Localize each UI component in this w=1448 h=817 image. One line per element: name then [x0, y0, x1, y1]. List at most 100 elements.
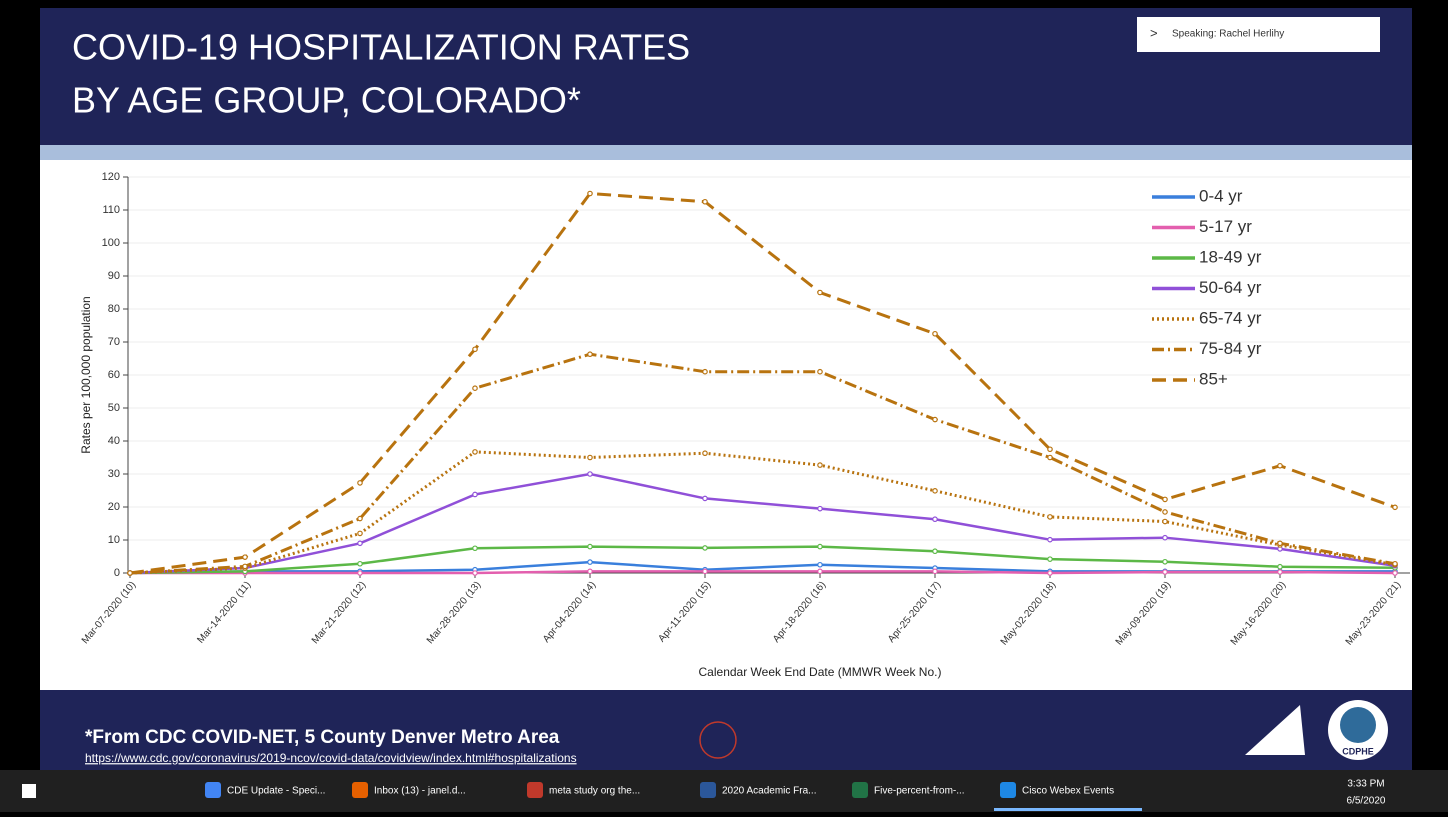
header-strip [40, 145, 1412, 160]
point [933, 569, 937, 573]
taskbar-item[interactable]: Inbox (13) - janel.d... [374, 786, 466, 797]
y-tick-label: 90 [108, 270, 120, 282]
taskbar-icon[interactable] [700, 782, 716, 798]
y-tick-label: 60 [108, 369, 120, 381]
point [588, 191, 592, 195]
legend-label: 50-64 yr [1199, 278, 1262, 297]
start-button[interactable] [22, 784, 36, 798]
legend-label: 5-17 yr [1199, 217, 1252, 236]
point [1278, 541, 1282, 545]
point [1163, 560, 1167, 564]
x-axis-label: Calendar Week End Date (MMWR Week No.) [699, 665, 942, 679]
legend-label: 75-84 yr [1199, 339, 1262, 358]
legend-label: 18-49 yr [1199, 247, 1262, 266]
point [243, 564, 247, 568]
active-indicator [994, 808, 1142, 811]
point [933, 332, 937, 336]
y-tick-label: 10 [108, 534, 120, 546]
y-tick-label: 50 [108, 402, 120, 414]
point [1163, 497, 1167, 501]
taskbar-item[interactable]: 2020 Academic Fra... [722, 786, 817, 797]
footnote: *From CDC COVID-NET, 5 County Denver Met… [85, 727, 560, 748]
legend-label: 65-74 yr [1199, 308, 1262, 327]
clock-time: 3:33 PM [1347, 779, 1384, 790]
y-tick-label: 0 [114, 567, 120, 579]
point [818, 544, 822, 548]
point [473, 492, 477, 496]
point [703, 451, 707, 455]
logo-text: CDPHE [1342, 746, 1374, 756]
legend-label: 0-4 yr [1199, 186, 1243, 205]
chevron: > [1150, 25, 1158, 40]
point [1393, 505, 1397, 509]
page: {"slide": {"title_lines": ["COVID-19 HOS… [0, 0, 1448, 812]
point [1278, 570, 1282, 574]
point [473, 347, 477, 351]
taskbar-item[interactable]: Cisco Webex Events [1022, 786, 1114, 797]
taskbar-icon[interactable] [852, 782, 868, 798]
y-axis-label: Rates per 100,000 population [79, 296, 93, 453]
point [1048, 557, 1052, 561]
point [1393, 562, 1397, 566]
point [703, 496, 707, 500]
taskbar-item[interactable]: CDE Update - Speci... [227, 786, 325, 797]
point [1048, 515, 1052, 519]
point [473, 571, 477, 575]
y-tick-label: 40 [108, 435, 120, 447]
point [933, 549, 937, 553]
taskbar-item[interactable]: meta study org the... [549, 786, 640, 797]
point [473, 386, 477, 390]
point [1163, 510, 1167, 514]
y-tick-label: 20 [108, 501, 120, 513]
point [1393, 571, 1397, 575]
point [818, 506, 822, 510]
point [358, 541, 362, 545]
point [588, 352, 592, 356]
taskbar-icon[interactable] [352, 782, 368, 798]
source-link[interactable]: https://www.cdc.gov/coronavirus/2019-nco… [85, 751, 577, 765]
taskbar-icon[interactable] [1000, 782, 1016, 798]
point [588, 455, 592, 459]
point [128, 571, 132, 575]
point [358, 531, 362, 535]
point [818, 290, 822, 294]
point [588, 544, 592, 548]
point [1048, 537, 1052, 541]
point [703, 569, 707, 573]
point [473, 450, 477, 454]
point [818, 463, 822, 467]
y-tick-label: 80 [108, 303, 120, 315]
point [933, 517, 937, 521]
y-tick-label: 30 [108, 468, 120, 480]
point [358, 481, 362, 485]
point [1163, 519, 1167, 523]
point [243, 555, 247, 559]
taskbar-item[interactable]: Five-percent-from-... [874, 786, 965, 797]
point [1048, 455, 1052, 459]
y-tick-label: 100 [102, 237, 120, 249]
point [1048, 447, 1052, 451]
point [1278, 565, 1282, 569]
point [703, 546, 707, 550]
point [933, 489, 937, 493]
point [588, 569, 592, 573]
point [818, 370, 822, 374]
taskbar-icon[interactable] [205, 782, 221, 798]
point [473, 546, 477, 550]
legend-label: 85+ [1199, 369, 1228, 388]
point [1048, 571, 1052, 575]
y-tick-label: 120 [102, 171, 120, 183]
taskbar-icon[interactable] [527, 782, 543, 798]
clock-date: 6/5/2020 [1347, 796, 1386, 807]
point [818, 563, 822, 567]
slide-title: COVID-19 HOSPITALIZATION RATES [72, 27, 690, 68]
point [1163, 535, 1167, 539]
screen: COVID-19 HOSPITALIZATION RATES BY AGE GR… [0, 0, 1448, 812]
point [358, 562, 362, 566]
y-tick-label: 70 [108, 336, 120, 348]
cdphe-logo-inner [1340, 707, 1376, 743]
point [1163, 570, 1167, 574]
point [358, 571, 362, 575]
point [588, 560, 592, 564]
speaker: Speaking: Rachel Herlihy [1172, 29, 1284, 40]
